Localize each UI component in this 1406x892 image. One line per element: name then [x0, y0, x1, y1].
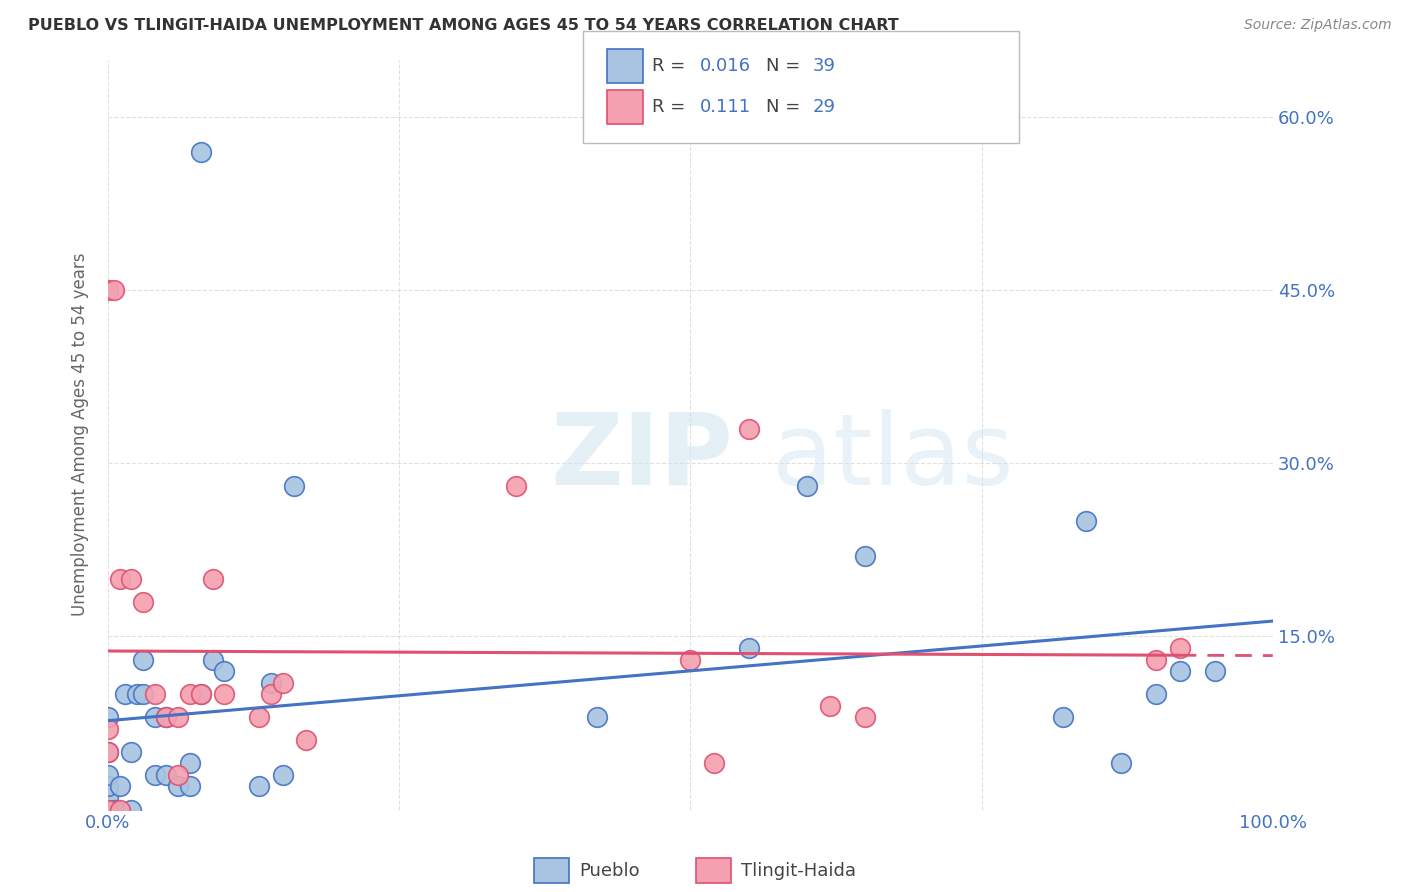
Point — [249, 780, 271, 794]
Point — [97, 722, 120, 736]
Text: 0.111: 0.111 — [700, 98, 751, 116]
Point — [108, 803, 131, 817]
Y-axis label: Unemployment Among Ages 45 to 54 years: Unemployment Among Ages 45 to 54 years — [72, 252, 89, 616]
Point — [260, 675, 283, 690]
Point — [97, 710, 120, 724]
Point — [505, 479, 527, 493]
Point — [97, 803, 120, 817]
Point — [1076, 514, 1098, 528]
Text: 29: 29 — [813, 98, 835, 116]
Point — [249, 710, 271, 724]
Point — [132, 652, 155, 666]
Point — [143, 768, 166, 782]
Point — [143, 710, 166, 724]
Point — [818, 698, 841, 713]
Point — [97, 745, 120, 759]
Point — [167, 780, 190, 794]
Point — [1168, 664, 1191, 678]
Point — [97, 803, 120, 817]
Point — [737, 640, 759, 655]
Point — [114, 687, 136, 701]
Point — [190, 145, 212, 159]
Point — [853, 549, 876, 563]
Point — [103, 284, 125, 298]
Point — [97, 745, 120, 759]
Point — [214, 687, 236, 701]
Point — [120, 572, 142, 586]
Point — [167, 768, 190, 782]
Point — [108, 572, 131, 586]
Text: R =: R = — [652, 98, 686, 116]
Point — [1052, 710, 1074, 724]
Text: ZIP: ZIP — [551, 409, 734, 506]
Point — [283, 479, 305, 493]
Point — [1144, 652, 1167, 666]
Point — [97, 791, 120, 805]
Point — [97, 284, 120, 298]
Point — [201, 572, 224, 586]
Text: Source: ZipAtlas.com: Source: ZipAtlas.com — [1244, 18, 1392, 32]
Point — [271, 768, 294, 782]
Point — [703, 756, 725, 771]
Point — [679, 652, 702, 666]
Point — [190, 687, 212, 701]
Point — [132, 687, 155, 701]
Text: N =: N = — [766, 98, 800, 116]
Point — [155, 710, 177, 724]
Point — [737, 422, 759, 436]
Point — [853, 710, 876, 724]
Text: Pueblo: Pueblo — [579, 862, 640, 880]
Point — [120, 803, 142, 817]
Point — [97, 780, 120, 794]
Text: N =: N = — [766, 57, 800, 75]
Point — [295, 733, 318, 747]
Point — [179, 756, 201, 771]
Point — [271, 675, 294, 690]
Text: 39: 39 — [813, 57, 835, 75]
Text: 0.016: 0.016 — [700, 57, 751, 75]
Text: Tlingit-Haida: Tlingit-Haida — [741, 862, 856, 880]
Point — [132, 595, 155, 609]
Point — [155, 710, 177, 724]
Point — [127, 687, 149, 701]
Point — [1111, 756, 1133, 771]
Point — [201, 652, 224, 666]
Point — [796, 479, 818, 493]
Text: PUEBLO VS TLINGIT-HAIDA UNEMPLOYMENT AMONG AGES 45 TO 54 YEARS CORRELATION CHART: PUEBLO VS TLINGIT-HAIDA UNEMPLOYMENT AMO… — [28, 18, 898, 33]
Point — [1204, 664, 1226, 678]
Point — [190, 687, 212, 701]
Point — [1144, 687, 1167, 701]
Point — [120, 745, 142, 759]
Point — [179, 780, 201, 794]
Point — [108, 780, 131, 794]
Point — [586, 710, 609, 724]
Point — [103, 803, 125, 817]
Text: atlas: atlas — [772, 409, 1014, 506]
Point — [1168, 640, 1191, 655]
Text: R =: R = — [652, 57, 686, 75]
Point — [155, 768, 177, 782]
Point — [143, 687, 166, 701]
Point — [260, 687, 283, 701]
Point — [167, 710, 190, 724]
Point — [214, 664, 236, 678]
Point — [179, 687, 201, 701]
Point — [97, 768, 120, 782]
